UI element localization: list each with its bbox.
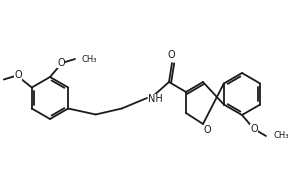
Text: O: O <box>57 58 65 68</box>
Text: NH: NH <box>148 94 163 104</box>
Text: O: O <box>250 124 258 134</box>
Text: CH₃: CH₃ <box>273 131 289 141</box>
Text: CH₃: CH₃ <box>81 54 96 63</box>
Text: O: O <box>204 125 212 135</box>
Text: O: O <box>14 70 22 80</box>
Text: O: O <box>167 50 175 60</box>
